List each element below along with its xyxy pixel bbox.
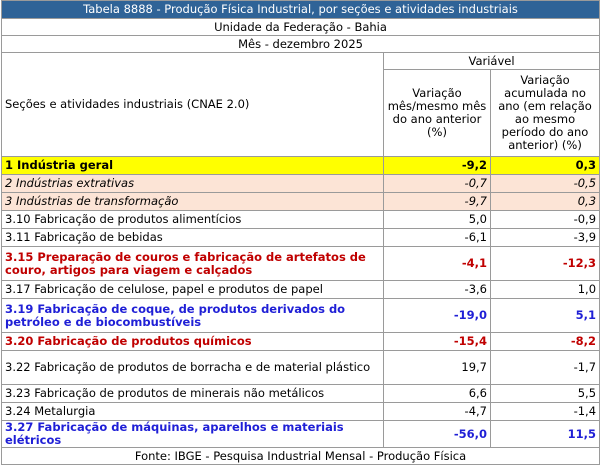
row-value-accumulated: -1,4 — [489, 402, 600, 421]
row-value-accumulated: -3,9 — [489, 228, 600, 247]
source-footer: Fonte: IBGE - Pesquisa Industrial Mensal… — [0, 447, 600, 465]
row-value-month: -4,7 — [383, 402, 491, 421]
row-value-accumulated: 5,5 — [489, 384, 600, 403]
table-row: 3 Indústrias de transformação -9,7 0,3 — [1, 192, 600, 211]
row-header: Seções e atividades industriais (CNAE 2.… — [1, 52, 384, 157]
row-value-month: 19,7 — [383, 350, 491, 385]
row-value-accumulated: 1,0 — [489, 280, 600, 299]
row-value-accumulated: 0,3 — [489, 156, 600, 175]
row-label: 3 Indústrias de transformação — [1, 192, 384, 211]
table-row: 3.15 Preparação de couros e fabricação d… — [1, 246, 600, 281]
row-value-accumulated: 5,1 — [489, 298, 600, 333]
row-value-accumulated: -0,9 — [489, 210, 600, 229]
row-label: 3.24 Metalurgia — [1, 402, 384, 421]
row-value-month: -0,7 — [383, 174, 491, 193]
row-label: 3.23 Fabricação de produtos de minerais … — [1, 384, 384, 403]
row-label: 2 Indústrias extrativas — [1, 174, 384, 193]
row-value-month: -9,7 — [383, 192, 491, 211]
row-value-accumulated: 0,3 — [489, 192, 600, 211]
table-row: 3.24 Metalurgia -4,7 -1,4 — [1, 402, 600, 421]
row-value-month: -56,0 — [383, 420, 491, 448]
row-value-month: -6,1 — [383, 228, 491, 247]
row-label: 3.10 Fabricação de produtos alimentícios — [1, 210, 384, 229]
row-label: 3.20 Fabricação de produtos químicos — [1, 332, 384, 351]
row-label: 3.22 Fabricação de produtos de borracha … — [1, 350, 384, 385]
table-row: 3.11 Fabricação de bebidas -6,1 -3,9 — [1, 228, 600, 247]
unit-label: Unidade da Federação - Bahia — [0, 18, 600, 36]
table-row: 3.22 Fabricação de produtos de borracha … — [1, 350, 600, 385]
row-value-month: -9,2 — [383, 156, 491, 175]
row-value-accumulated: -0,5 — [489, 174, 600, 193]
col2-header: Variação acumulada no ano (em relação ao… — [489, 69, 600, 157]
table-row: 1 Indústria geral -9,2 0,3 — [1, 156, 600, 175]
col1-header: Variação mês/mesmo mês do ano anterior (… — [383, 69, 491, 157]
table-row: 2 Indústrias extrativas -0,7 -0,5 — [1, 174, 600, 193]
row-label: 3.27 Fabricação de máquinas, aparelhos e… — [1, 420, 384, 448]
table-row: 3.23 Fabricação de produtos de minerais … — [1, 384, 600, 403]
row-value-month: -3,6 — [383, 280, 491, 299]
row-label: 3.11 Fabricação de bebidas — [1, 228, 384, 247]
table-title: Tabela 8888 - Produção Física Industrial… — [0, 0, 600, 19]
table-row: 3.20 Fabricação de produtos químicos -15… — [1, 332, 600, 351]
row-value-month: 5,0 — [383, 210, 491, 229]
row-label: 3.19 Fabricação de coque, de produtos de… — [1, 298, 384, 333]
period-label: Mês - dezembro 2025 — [0, 35, 600, 53]
row-label: 3.17 Fabricação de celulose, papel e pro… — [1, 280, 384, 299]
row-value-accumulated: 11,5 — [489, 420, 600, 448]
row-value-month: -15,4 — [383, 332, 491, 351]
row-value-accumulated: -8,2 — [489, 332, 600, 351]
table-row: 3.27 Fabricação de máquinas, aparelhos e… — [1, 420, 600, 448]
table-row: 3.19 Fabricação de coque, de produtos de… — [1, 298, 600, 333]
row-value-month: 6,6 — [383, 384, 491, 403]
variable-label: Variável — [382, 52, 600, 70]
row-value-accumulated: -12,3 — [489, 246, 600, 281]
table-row: 3.10 Fabricação de produtos alimentícios… — [1, 210, 600, 229]
row-label: 1 Indústria geral — [1, 156, 384, 175]
row-value-accumulated: -1,7 — [489, 350, 600, 385]
row-value-month: -19,0 — [383, 298, 491, 333]
table-row: 3.17 Fabricação de celulose, papel e pro… — [1, 280, 600, 299]
row-label: 3.15 Preparação de couros e fabricação d… — [1, 246, 384, 281]
row-value-month: -4,1 — [383, 246, 491, 281]
